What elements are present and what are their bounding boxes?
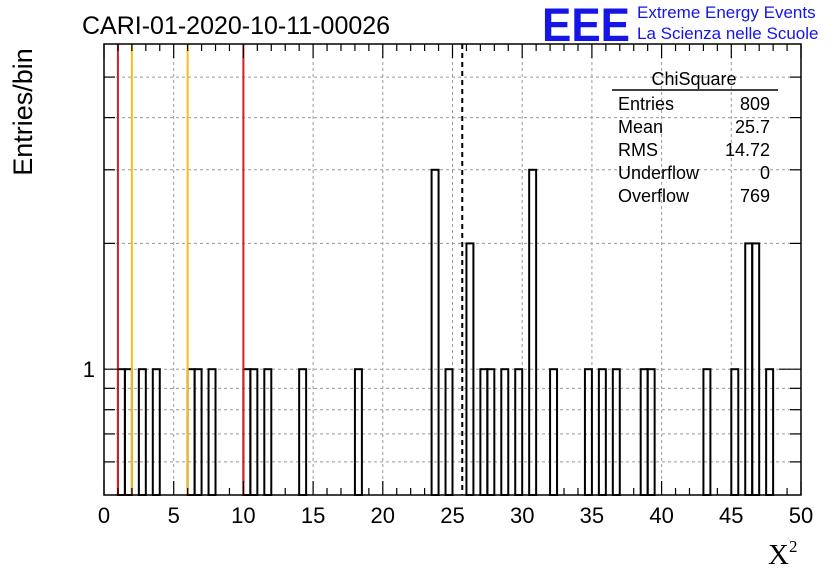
x-tick-label: 45	[719, 503, 743, 528]
x-tick-label: 40	[649, 503, 673, 528]
x-tick-label: 25	[440, 503, 464, 528]
x-tick-labels: 0 5 10 15 20 25 30 35 40 45 50	[98, 503, 813, 528]
x-tick-label: 20	[371, 503, 395, 528]
plot-area: 0 5 10 15 20 25 30 35 40 45 50 1	[83, 43, 813, 528]
stats-label-entries: Entries	[618, 94, 674, 114]
x-tick-label: 5	[168, 503, 180, 528]
x-tick-label: 0	[98, 503, 110, 528]
x-axis-label-group: X 2	[768, 537, 798, 571]
y-tick-labels: 1	[83, 357, 95, 382]
stats-label-rms: RMS	[618, 140, 658, 160]
logo-mark: EEE	[542, 0, 630, 51]
x-tick-label: 10	[231, 503, 255, 528]
eee-logo: EEE Extreme Energy Events La Scienza nel…	[542, 0, 818, 51]
x-tick-label: 30	[510, 503, 534, 528]
stats-value-underflow: 0	[760, 163, 770, 183]
logo-line1: Extreme Energy Events	[637, 3, 816, 22]
stats-label-mean: Mean	[618, 117, 663, 137]
stats-value-mean: 25.7	[735, 117, 770, 137]
x-tick-label: 15	[301, 503, 325, 528]
reference-lines	[116, 44, 464, 495]
histogram-bin	[430, 168, 440, 496]
stats-title: ChiSquare	[651, 69, 736, 89]
y-tick-label: 1	[83, 357, 95, 382]
x-tick-label: 50	[789, 503, 813, 528]
stats-label-underflow: Underflow	[618, 163, 700, 183]
histogram-bins	[116, 168, 775, 496]
stats-label-overflow: Overflow	[618, 186, 690, 206]
stats-value-rms: 14.72	[725, 140, 770, 160]
y-axis-label: Entries/bin	[8, 48, 38, 176]
x-axis-label: X	[768, 539, 789, 571]
axis-ticks	[103, 44, 802, 495]
stats-value-overflow: 769	[740, 186, 770, 206]
x-tick-label: 35	[580, 503, 604, 528]
chart-title: CARI-01-2020-10-11-00026	[82, 12, 390, 40]
stats-value-entries: 809	[740, 94, 770, 114]
x-axis-label-superscript: 2	[789, 537, 798, 556]
stats-box: ChiSquare Entries 809 Mean 25.7 RMS 14.7…	[612, 69, 778, 206]
logo-line2: La Scienza nelle Scuole	[637, 24, 818, 43]
histogram-bin	[528, 168, 538, 496]
